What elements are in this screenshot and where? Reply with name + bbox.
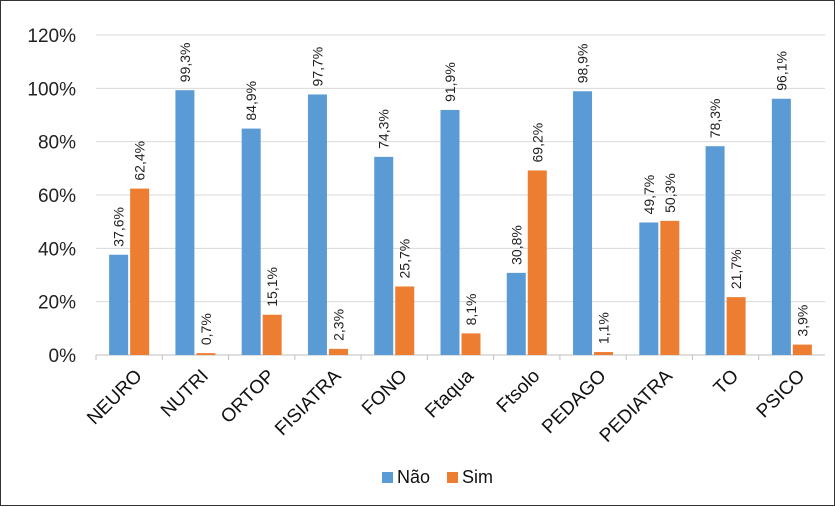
x-tick-label: PSICO <box>753 366 810 423</box>
data-label-sim: 25,7% <box>397 239 413 279</box>
legend-swatch <box>382 472 393 483</box>
bar-sim <box>196 353 216 355</box>
legend-swatch <box>447 472 458 483</box>
bars <box>109 90 812 356</box>
y-tick-label: 120% <box>27 26 76 47</box>
x-tick-label: FONO <box>358 366 412 420</box>
data-label-sim: 50,3% <box>662 173 678 213</box>
data-label-nao: 49,7% <box>641 175 657 215</box>
y-axis: 0% 20% 40% 60% 80% 100% 120% <box>27 26 76 367</box>
gridlines <box>96 34 825 356</box>
data-label-nao: 30,8% <box>508 225 524 265</box>
bar-sim <box>726 297 746 355</box>
data-label-nao: 96,1% <box>773 51 789 91</box>
data-label-sim: 8,1% <box>463 293 479 325</box>
data-label-sim: 62,4% <box>132 141 148 181</box>
data-label-sim: 1,1% <box>596 312 612 344</box>
legend-label: Sim <box>462 467 493 487</box>
x-tick-label: NUTRI <box>157 366 213 422</box>
bar-nao <box>374 156 394 355</box>
legend-label: Não <box>397 467 430 487</box>
data-label-sim: 2,3% <box>330 309 346 341</box>
bar-nao <box>771 98 791 355</box>
y-tick-label: 100% <box>27 79 76 100</box>
y-tick-label: 80% <box>38 133 76 154</box>
x-tick-label: TO <box>710 366 743 399</box>
y-tick-label: 40% <box>38 239 76 260</box>
bar-nao <box>440 109 460 355</box>
legend: Não Sim <box>382 467 493 487</box>
data-label-nao: 98,9% <box>575 44 591 84</box>
data-label-sim: 0,7% <box>198 313 214 345</box>
bar-nao <box>109 254 129 355</box>
bar-sim <box>660 220 680 355</box>
y-tick-label: 0% <box>49 346 77 367</box>
data-label-nao: 78,3% <box>707 98 723 138</box>
data-label-nao: 99,3% <box>177 42 193 82</box>
bar-nao <box>241 128 261 355</box>
bar-sim <box>792 344 812 355</box>
data-label-nao: 37,6% <box>111 207 127 247</box>
data-label-nao: 74,3% <box>376 109 392 149</box>
y-tick-label: 60% <box>38 186 76 207</box>
data-labels: 37,6% 62,4% 99,3% 0,7% 84,9% 15,1% 97,7% 2,3% 74… <box>111 42 811 345</box>
data-label-sim: 3,9% <box>794 305 810 337</box>
bar-sim <box>262 314 282 355</box>
bar-sim <box>328 348 348 355</box>
bar-nao <box>175 90 195 355</box>
x-tick-label: Ftsolo <box>493 366 544 417</box>
y-tick-label: 20% <box>38 293 76 314</box>
bar-nao <box>307 94 327 355</box>
bar-nao <box>705 146 725 355</box>
bar-sim <box>461 333 481 355</box>
bar-sim <box>527 170 547 355</box>
bar-nao <box>573 91 593 356</box>
bar-nao <box>506 272 526 355</box>
x-tick-label: NEURO <box>83 366 146 429</box>
data-label-sim: 69,2% <box>529 123 545 163</box>
x-tick-label: FISIATRA <box>271 365 346 440</box>
data-label-sim: 15,1% <box>264 267 280 307</box>
x-tick-label: ORTOP <box>217 366 279 428</box>
data-label-nao: 91,9% <box>442 62 458 102</box>
data-label-nao: 84,9% <box>243 81 259 121</box>
bar-sim <box>130 188 150 355</box>
x-tick-label: PEDIATRA <box>596 365 677 446</box>
bar-sim <box>594 352 614 355</box>
data-label-sim: 21,7% <box>728 249 744 289</box>
data-label-nao: 97,7% <box>309 47 325 87</box>
bar-sim <box>395 286 415 355</box>
x-tick-label: Ftaqua <box>421 365 478 422</box>
bar-nao <box>639 222 659 355</box>
